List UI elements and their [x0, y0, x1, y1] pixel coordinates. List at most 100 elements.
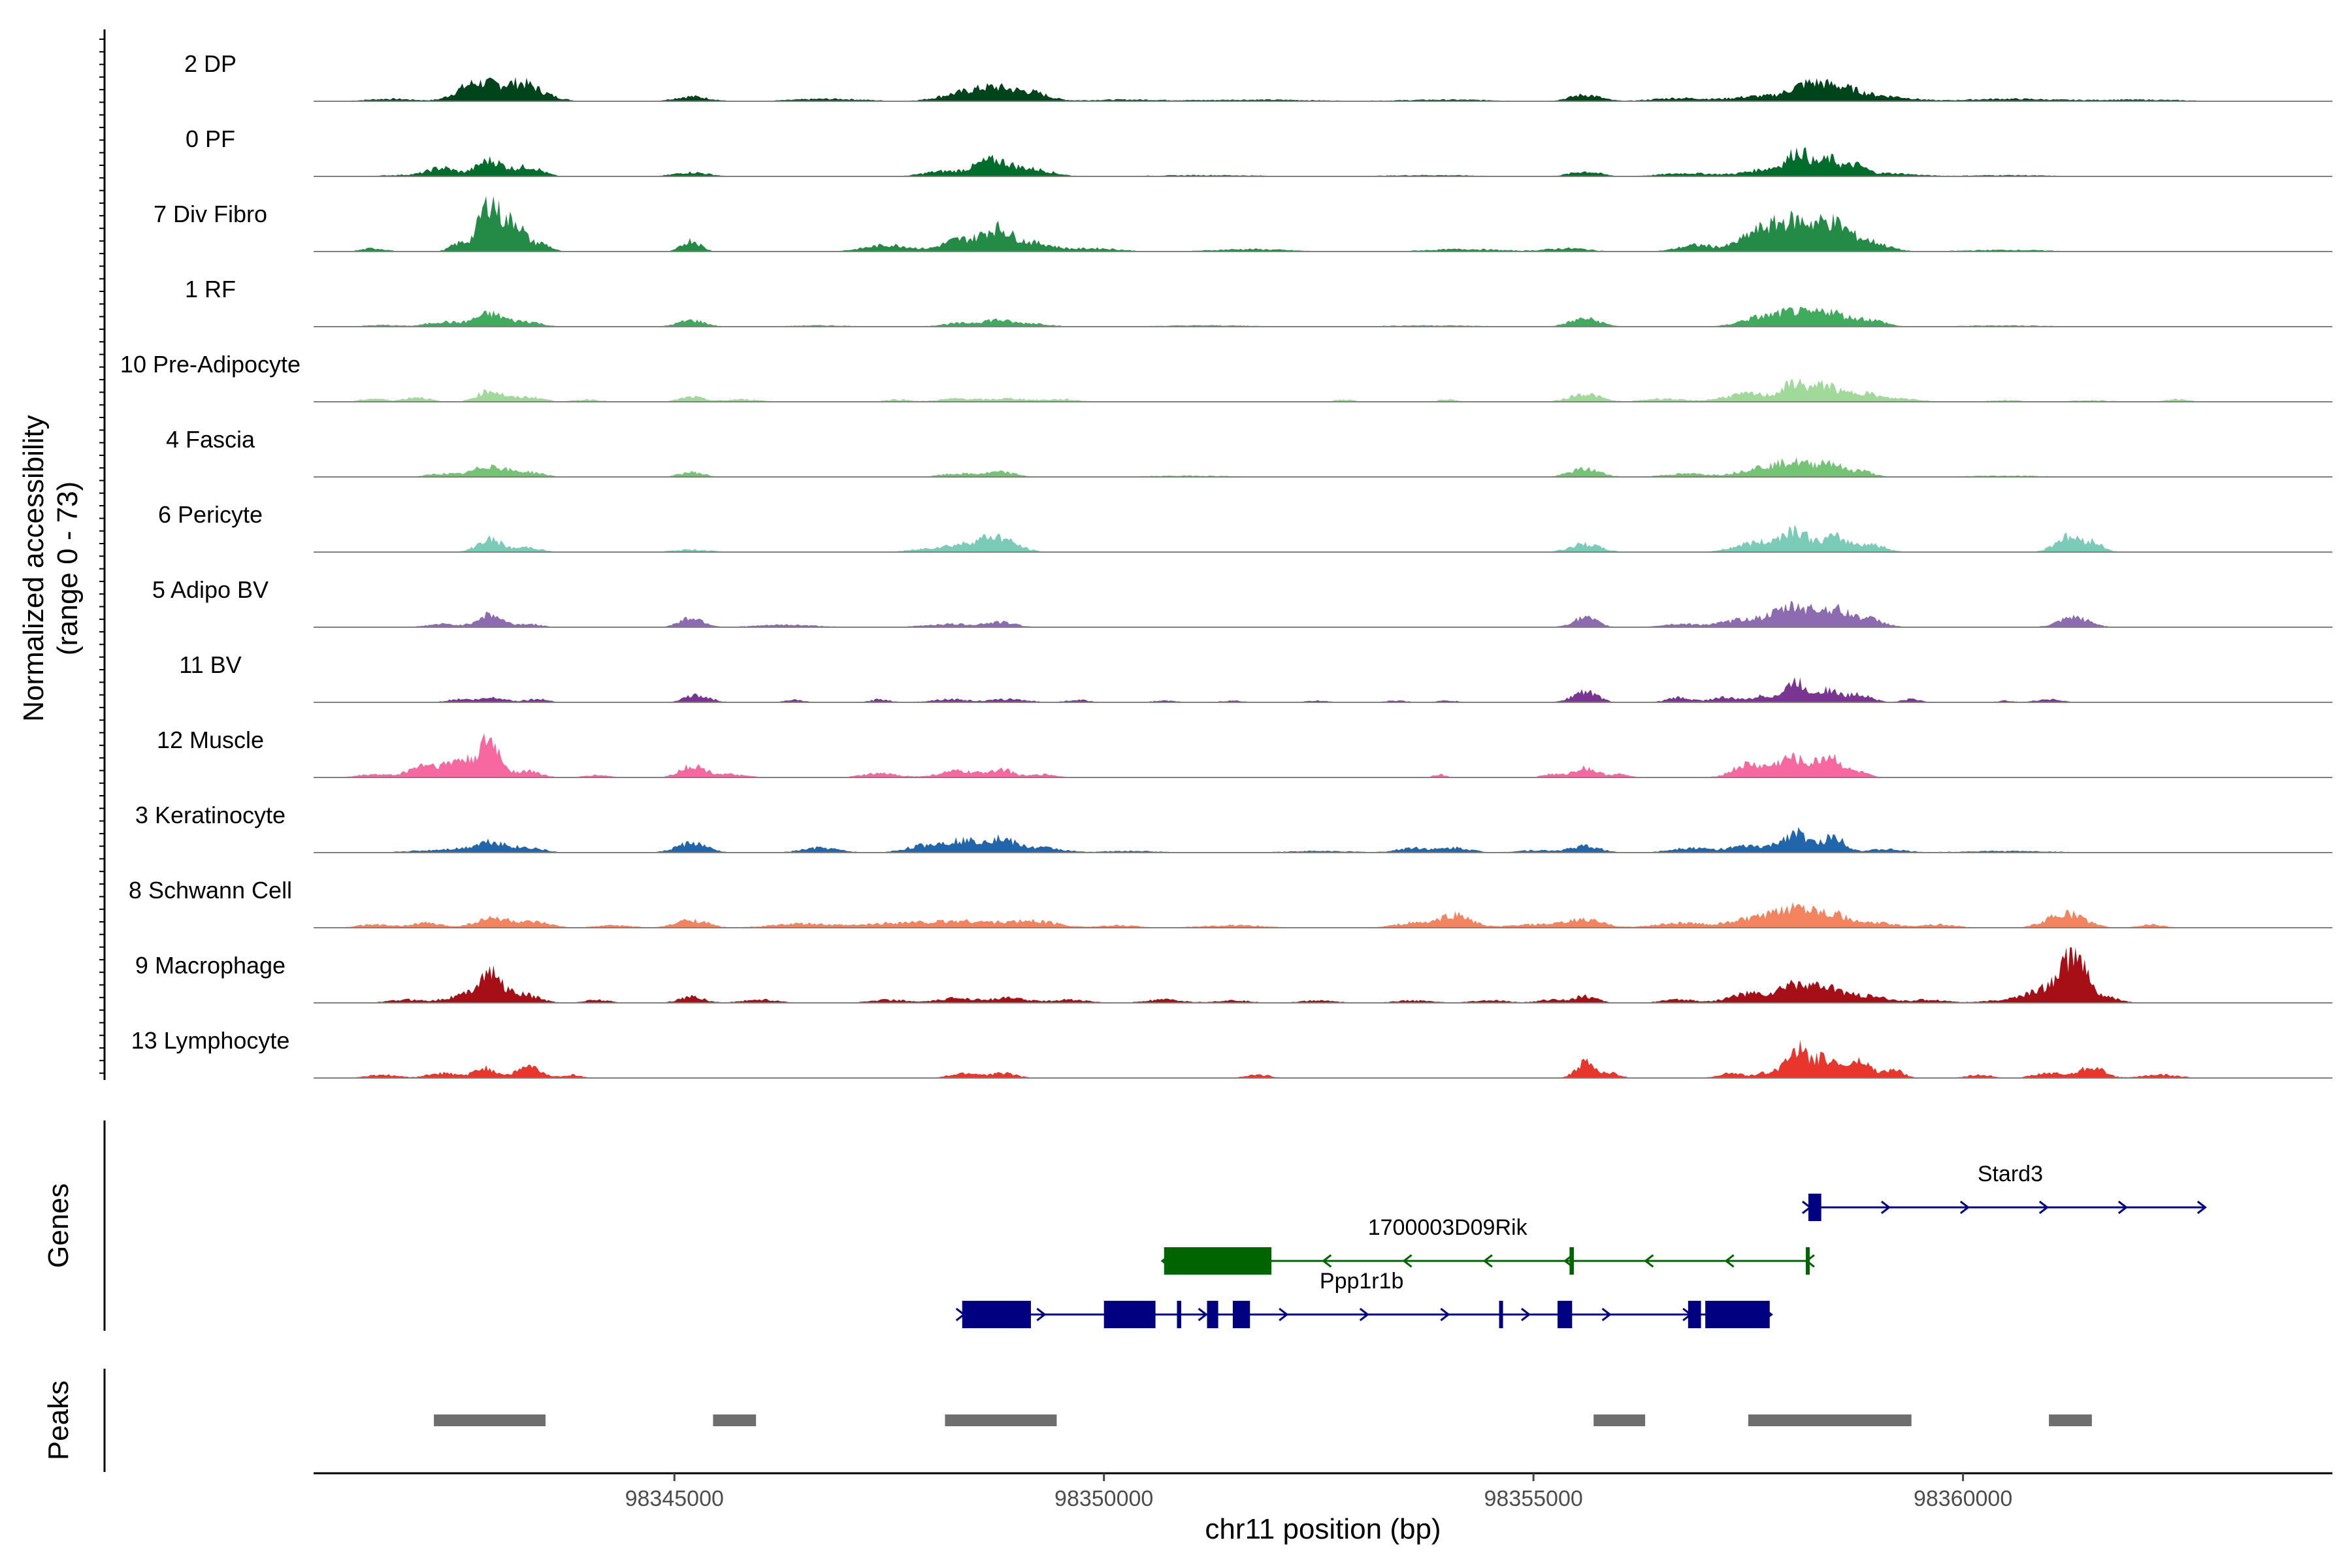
exon	[1207, 1301, 1218, 1328]
peak-region	[713, 1414, 757, 1426]
coverage-tracks: 2 DP 0 PF 7 Div Fibro 1 RF 10 Pre-Adipocyte 4…	[120, 50, 2332, 1079]
coverage-track-2: 0 PF	[186, 125, 2332, 177]
peak-region	[434, 1414, 546, 1426]
strand-arrow	[1601, 1307, 1612, 1322]
track-label: 6 Pericyte	[158, 501, 263, 528]
coverage-track-10: 12 Muscle	[157, 727, 2332, 778]
peak-region	[2049, 1414, 2092, 1426]
coverage-track-7: 6 Pericyte	[158, 501, 2332, 553]
coverage-track-13: 9 Macrophage	[135, 947, 2332, 1004]
exon	[1688, 1301, 1701, 1328]
gene-Ppp1r1b: Ppp1r1b	[955, 1269, 1773, 1328]
track-label: 10 Pre-Adipocyte	[120, 351, 301, 378]
track-label: 3 Keratinocyte	[135, 802, 286, 828]
exon	[1808, 1194, 1821, 1221]
strand-arrow	[1036, 1307, 1047, 1322]
strand-arrow	[1359, 1307, 1369, 1322]
track-label: 13 Lymphocyte	[131, 1027, 290, 1054]
exon	[1177, 1301, 1182, 1328]
gene-label: 1700003D09Rik	[1368, 1215, 1528, 1240]
coverage-area	[314, 457, 2332, 477]
coverage-area	[314, 1039, 2332, 1078]
strand-arrow	[1198, 1307, 1208, 1322]
strand-arrow	[2117, 1200, 2128, 1215]
strand-arrow	[1440, 1307, 1450, 1322]
exon	[1232, 1301, 1250, 1328]
coverage-track-14: 13 Lymphocyte	[131, 1027, 2332, 1079]
coverage-area	[314, 525, 2332, 552]
exon	[1557, 1301, 1573, 1328]
strand-arrow	[1521, 1307, 1531, 1322]
strand-arrow	[2197, 1200, 2207, 1215]
coverage-track-3: 7 Div Fibro	[154, 196, 2332, 252]
coverage-area	[314, 947, 2332, 1003]
exon	[962, 1301, 1031, 1328]
x-axis-title: chr11 position (bp)	[1205, 1513, 1441, 1545]
track-label: 0 PF	[186, 125, 235, 152]
track-label: 9 Macrophage	[135, 952, 286, 979]
gene-1700003D09Rik: 1700003D09Rik	[1160, 1215, 1815, 1275]
peaks-track	[434, 1414, 2092, 1426]
coverage-track-8: 5 Adipo BV	[152, 576, 2332, 628]
coverage-area	[314, 378, 2332, 402]
coverage-track-5: 10 Pre-Adipocyte	[120, 351, 2332, 402]
gene-Stard3: Stard3	[1802, 1162, 2207, 1221]
track-label: 7 Div Fibro	[154, 201, 267, 227]
coverage-area	[314, 196, 2332, 252]
track-label: 4 Fascia	[166, 426, 255, 453]
strand-arrow	[1279, 1307, 1289, 1322]
track-label: 8 Schwann Cell	[129, 877, 292, 904]
gene-label: Ppp1r1b	[1320, 1269, 1404, 1294]
coverage-area	[314, 902, 2332, 928]
y-axis-title-line1: Normalized accessibility	[18, 415, 50, 721]
coverage-track-12: 8 Schwann Cell	[129, 877, 2332, 928]
x-tick-label: 98360000	[1914, 1486, 2012, 1511]
exon	[1103, 1301, 1156, 1328]
strand-arrow	[1959, 1200, 1970, 1215]
coverage-area	[314, 76, 2332, 101]
exon	[1164, 1247, 1272, 1275]
x-tick-label: 98350000	[1054, 1486, 1153, 1511]
strand-arrow	[1724, 1254, 1735, 1268]
strand-arrow	[1322, 1254, 1332, 1268]
track-label: 5 Adipo BV	[152, 576, 269, 603]
exon	[1569, 1247, 1574, 1275]
strand-arrow	[2038, 1200, 2049, 1215]
x-tick-label: 98345000	[625, 1486, 724, 1511]
track-label: 12 Muscle	[157, 727, 264, 753]
coverage-track-9: 11 BV	[179, 651, 2332, 703]
peak-region	[1593, 1414, 1646, 1426]
coverage-area	[314, 147, 2332, 176]
coverage-y-ticks	[99, 39, 105, 1074]
exon	[1705, 1301, 1770, 1328]
genes-panel-label: Genes	[42, 1183, 74, 1268]
peaks-panel-label: Peaks	[42, 1380, 74, 1460]
track-label: 11 BV	[179, 651, 241, 678]
coverage-track-1: 2 DP	[184, 50, 2332, 102]
coverage-area	[314, 733, 2332, 777]
track-label: 2 DP	[184, 50, 237, 77]
exon	[1805, 1247, 1810, 1275]
coverage-area	[314, 306, 2332, 327]
exon	[1499, 1301, 1503, 1328]
y-axis-title: Normalized accessibility (range 0 - 73)	[18, 415, 84, 721]
coverage-track-4: 1 RF	[185, 276, 2332, 327]
coverage-area	[314, 826, 2332, 853]
coverage-track-11: 3 Keratinocyte	[135, 802, 2332, 853]
strand-arrow	[1482, 1254, 1493, 1268]
track-label: 1 RF	[185, 276, 236, 302]
strand-arrow	[1880, 1200, 1891, 1215]
gene-label: Stard3	[1978, 1162, 2043, 1186]
coverage-area	[314, 600, 2332, 627]
strand-arrow	[1402, 1254, 1413, 1268]
coverage-area	[314, 677, 2332, 702]
x-tick-label: 98355000	[1484, 1486, 1583, 1511]
x-axis-ticks: 98345000 98350000 98355000 98360000	[625, 1473, 2012, 1511]
genes-track: Stard3 1700003D09Rik Ppp1r1b	[955, 1162, 2207, 1328]
strand-arrow	[1644, 1254, 1654, 1268]
coverage-track-6: 4 Fascia	[166, 426, 2332, 478]
peak-region	[1748, 1414, 1912, 1426]
peak-region	[945, 1414, 1057, 1426]
